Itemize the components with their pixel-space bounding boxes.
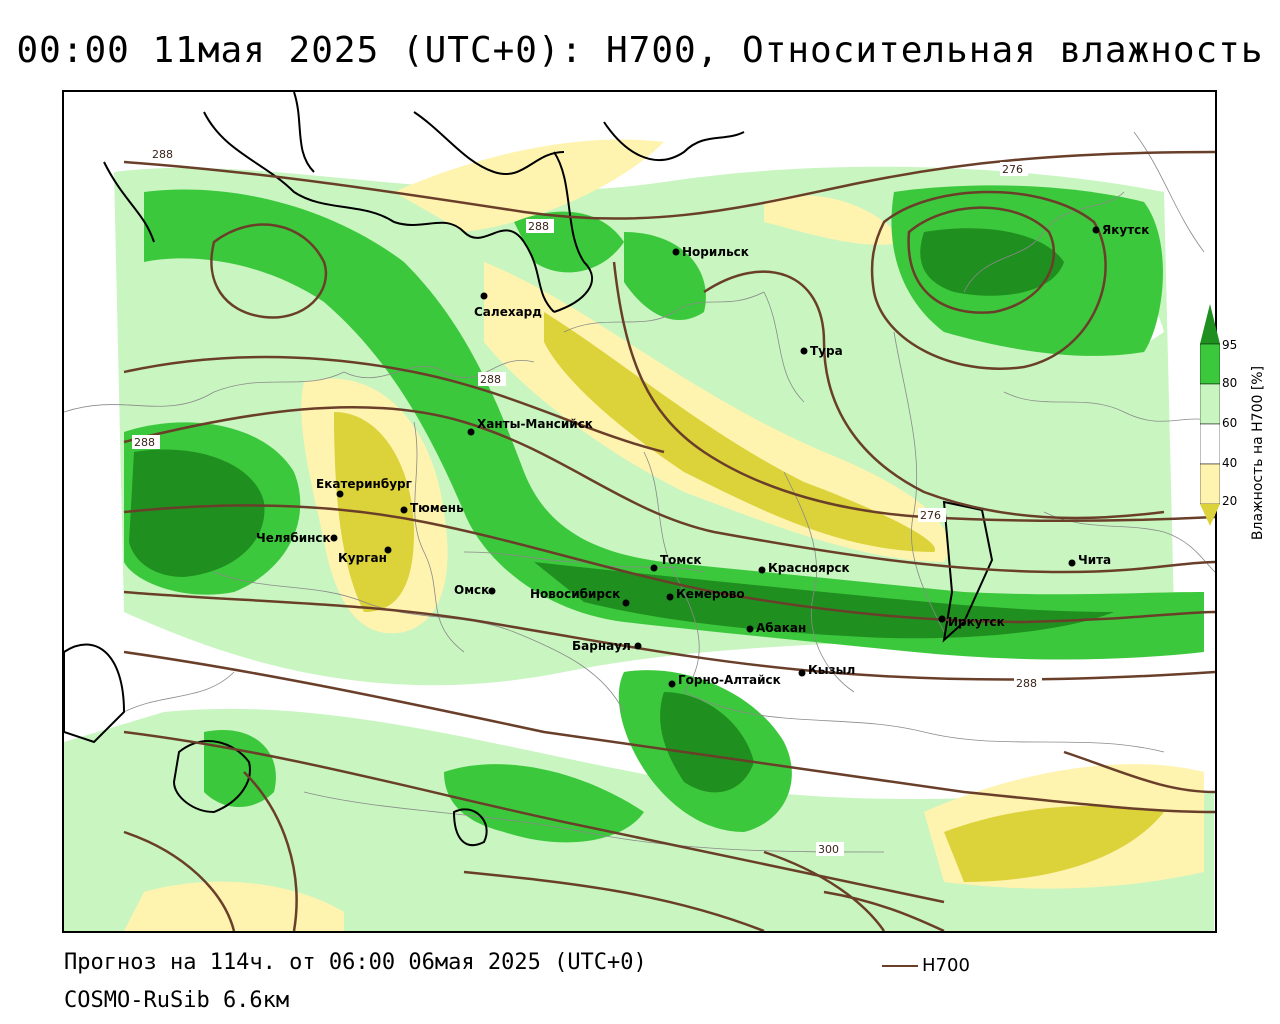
colorbar: 95 80 60 40 20 [1200, 300, 1280, 600]
svg-text:Челябинск: Челябинск [256, 531, 331, 545]
svg-text:Иркутск: Иркутск [948, 615, 1005, 629]
city-novosibirsk[interactable]: Новосибирск [530, 587, 630, 607]
region-borders [64, 131, 1215, 853]
svg-text:Салехард: Салехард [474, 305, 542, 319]
contour-label: 276 [1002, 163, 1023, 176]
h700-line-swatch [882, 965, 918, 967]
svg-text:Горно-Алтайск: Горно-Алтайск [678, 673, 781, 687]
city-salekhard[interactable]: Салехард [474, 292, 542, 320]
city-gorno[interactable]: Горно-Алтайск [668, 673, 781, 688]
colorbar-tick: 40 [1222, 456, 1238, 470]
city-khanty[interactable]: Ханты-Мансийск [467, 417, 593, 436]
svg-text:Томск: Томск [660, 553, 702, 567]
svg-text:Красноярск: Красноярск [768, 561, 850, 575]
svg-text:Тура: Тура [810, 344, 843, 358]
city-norilsk[interactable]: Норильск [672, 245, 749, 259]
city-krasnoyarsk[interactable]: Красноярск [758, 561, 850, 575]
svg-text:Якутск: Якутск [1102, 223, 1149, 237]
svg-text:Норильск: Норильск [682, 245, 749, 259]
contour-label: 300 [818, 843, 839, 856]
contour-label: 288 [134, 436, 155, 449]
series-legend: H700 [882, 955, 970, 976]
humidity-field [64, 139, 1214, 931]
map-canvas: 288 288 288 288 276 276 288 300 Норильск… [64, 92, 1215, 931]
svg-text:Кемерово: Кемерово [676, 587, 745, 601]
svg-text:Кызыл: Кызыл [808, 663, 855, 677]
map-area[interactable]: 288 288 288 288 276 276 288 300 Норильск… [62, 90, 1217, 933]
contour-label: 288 [528, 220, 549, 233]
city-tyumen[interactable]: Тюмень [400, 501, 465, 515]
colorbar-tick: 60 [1222, 416, 1238, 430]
colorbar-tick: 80 [1222, 376, 1238, 390]
svg-text:Омск: Омск [454, 583, 489, 597]
city-chita[interactable]: Чита [1068, 553, 1112, 567]
contour-label: 288 [480, 373, 501, 386]
colorbar-tick: 20 [1222, 494, 1238, 508]
h700-contours [123, 150, 1215, 931]
city-irkutsk[interactable]: Иркутск [938, 615, 1005, 629]
series-label: H700 [922, 955, 970, 976]
svg-text:Ханты-Мансийск: Ханты-Мансийск [477, 417, 593, 431]
city-tura[interactable]: Тура [800, 344, 843, 358]
contour-label: 288 [152, 148, 173, 161]
svg-text:Новосибирск: Новосибирск [530, 587, 620, 601]
svg-text:Барнаул: Барнаул [572, 639, 631, 653]
city-chelyabinsk[interactable]: Челябинск [256, 531, 338, 545]
contour-label: 276 [920, 509, 941, 522]
city-kurgan[interactable]: Курган [338, 546, 392, 566]
city-barnaul[interactable]: Барнаул [572, 639, 642, 653]
city-markers: Норильск Якутск Салехард Тура Ханты-Манс… [256, 223, 1149, 688]
forecast-info: Прогноз на 114ч. от 06:00 06мая 2025 (UT… [64, 950, 647, 975]
city-tomsk[interactable]: Томск [650, 553, 702, 572]
svg-text:Екатеринбург: Екатеринбург [316, 477, 412, 491]
city-yakutsk[interactable]: Якутск [1092, 223, 1150, 237]
contour-labels: 288 288 288 288 276 276 288 300 [132, 147, 1042, 856]
model-name: COSMO-RuSib 6.6км [64, 988, 290, 1013]
city-omsk[interactable]: Омск [454, 583, 496, 597]
city-abakan[interactable]: Абакан [746, 621, 807, 635]
svg-text:Чита: Чита [1078, 553, 1111, 567]
city-ekaterinburg[interactable]: Екатеринбург [316, 477, 412, 498]
svg-text:Курган: Курган [338, 551, 387, 565]
colorbar-scale [1200, 304, 1220, 526]
colorbar-title: Влажность на H700 [%] [1250, 365, 1266, 541]
contour-label: 288 [1016, 677, 1037, 690]
map-title: 00:00 11мая 2025 (UTC+0): H700, Относите… [16, 30, 1264, 71]
colorbar-tick: 95 [1222, 338, 1238, 352]
city-kemerovo[interactable]: Кемерово [666, 587, 745, 601]
city-kyzyl[interactable]: Кызыл [798, 663, 856, 677]
svg-text:Тюмень: Тюмень [410, 501, 464, 515]
svg-text:Абакан: Абакан [756, 621, 806, 635]
